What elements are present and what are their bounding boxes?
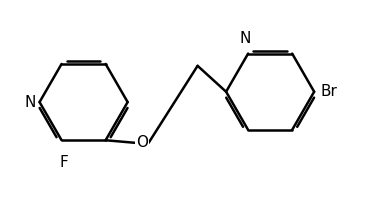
Text: N: N [24,95,35,110]
Text: F: F [60,155,69,170]
Text: Br: Br [321,84,337,99]
Text: O: O [136,135,148,150]
Text: N: N [240,31,251,46]
